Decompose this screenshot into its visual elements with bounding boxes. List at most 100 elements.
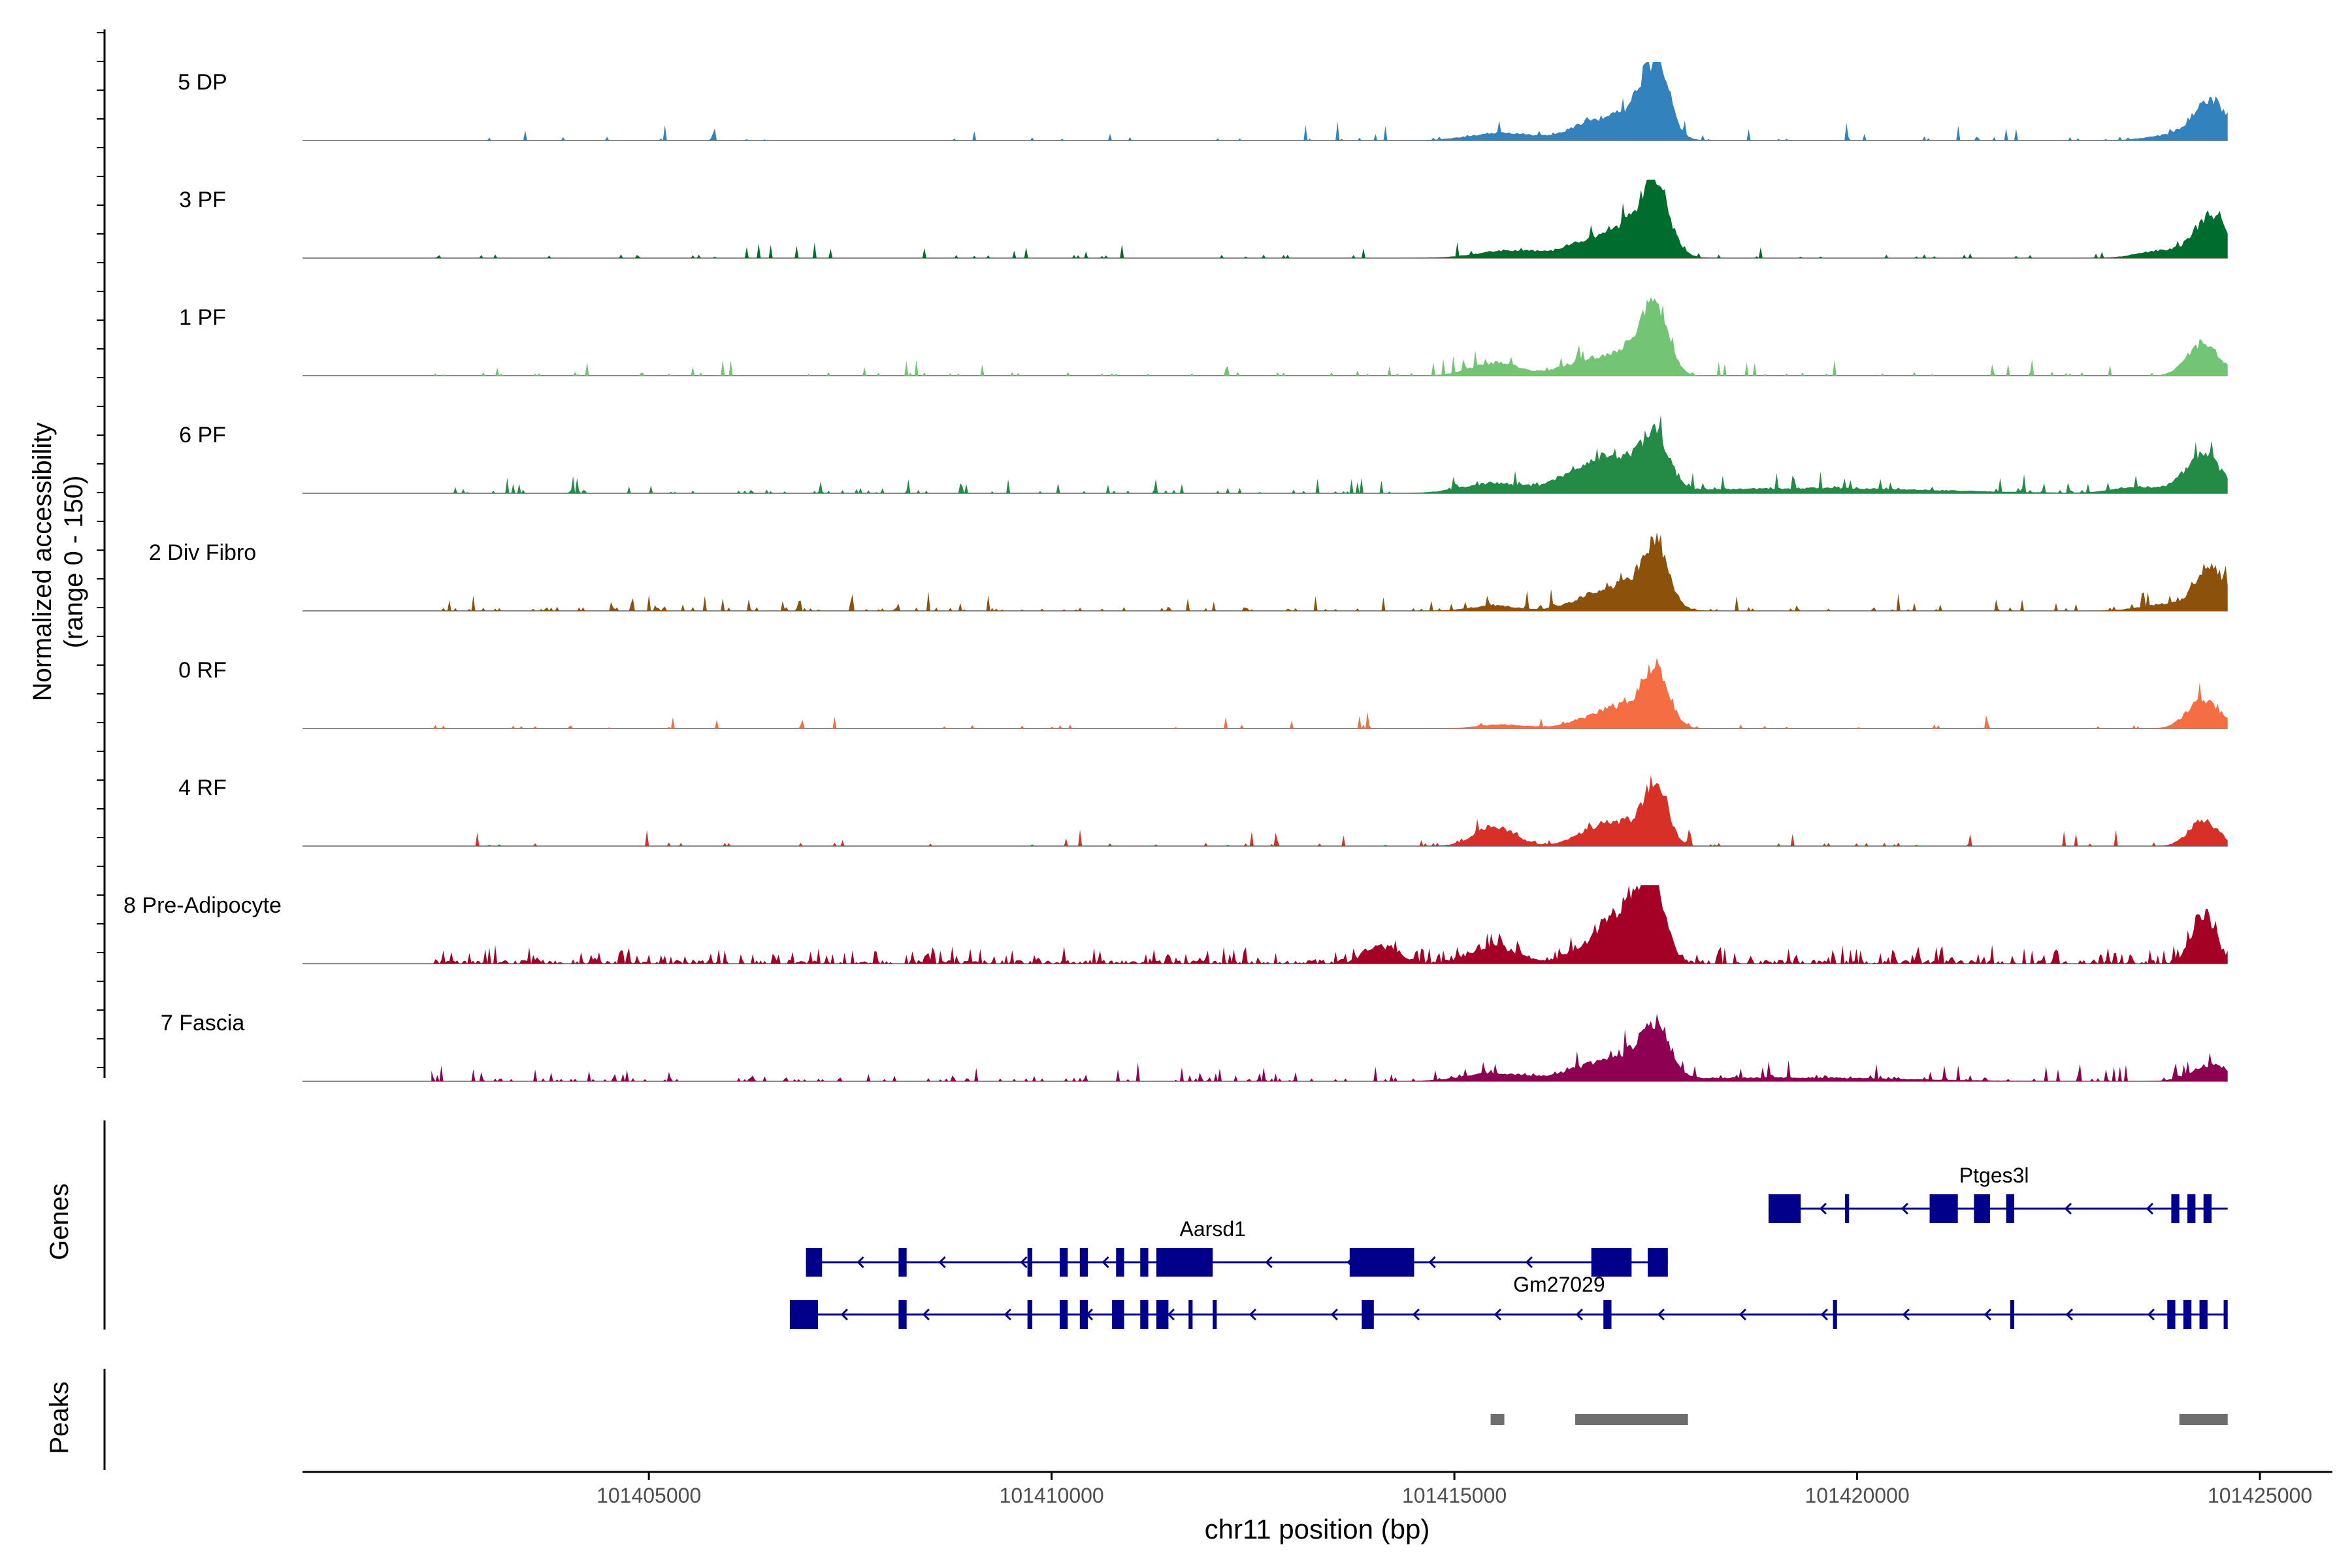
- strand-arrow: [1739, 1308, 1746, 1321]
- strand-arrow: [1020, 1256, 1028, 1269]
- exon: [1140, 1248, 1149, 1277]
- x-axis-ticks: 101405000 101410000 101415000 101420000 1014…: [596, 1472, 2312, 1507]
- x-axis-label: chr11 position (bp): [1205, 1514, 1430, 1544]
- gene-Gm27029: Gm27029: [1474, 1248, 1668, 1296]
- track-label: 8 Pre-Adipocyte: [123, 893, 282, 918]
- exon: [1648, 1248, 1668, 1277]
- exon: [1079, 1300, 1088, 1329]
- exon: [1833, 1300, 1837, 1329]
- exon: [1079, 1248, 1088, 1277]
- strand-arrow: [2146, 1202, 2154, 1215]
- exon: [1974, 1194, 1991, 1223]
- strand-arrow: [1102, 1256, 1109, 1269]
- strand-arrow: [1330, 1308, 1338, 1321]
- exon: [1140, 1300, 1149, 1329]
- gene-name-label: Gm27029: [1513, 1273, 1605, 1296]
- exon: [1027, 1248, 1033, 1277]
- x-tick-label: 101405000: [596, 1484, 701, 1507]
- gene-name-label: Ptges3l: [1959, 1164, 2029, 1187]
- exon: [898, 1248, 907, 1277]
- peak-region: [1575, 1414, 1688, 1425]
- strand-arrow: [1575, 1308, 1583, 1321]
- exon: [1059, 1248, 1068, 1277]
- track-label: 6 PF: [179, 423, 226, 448]
- gene-models: Ptges3l Aarsd1 Gm27029: [789, 1164, 2228, 1329]
- gene-transcript-3: [789, 1300, 2228, 1329]
- exon: [2183, 1300, 2192, 1329]
- exon: [2167, 1300, 2176, 1329]
- coverage-tracks: 5 DP 3 PF 1 PF 6 PF 2 Div Fibro 0 RF 4 RF 8 Pre…: [123, 62, 2228, 1082]
- strand-arrow: [1525, 1256, 1533, 1269]
- x-tick-label: 101410000: [1000, 1484, 1104, 1507]
- y-axis-label-line2: (range 0 - 150): [59, 476, 88, 649]
- exon: [2203, 1194, 2212, 1223]
- track-label: 3 PF: [179, 188, 226, 212]
- strand-arrow: [1819, 1202, 1827, 1215]
- exon: [1213, 1300, 1217, 1329]
- exon: [1845, 1194, 1850, 1223]
- exon: [898, 1300, 907, 1329]
- strand-arrow: [1820, 1308, 1828, 1321]
- peak-regions: [1490, 1414, 2228, 1425]
- strand-arrow: [1004, 1308, 1011, 1321]
- strand-arrow: [2147, 1308, 2155, 1321]
- strand-arrow: [1265, 1256, 1273, 1269]
- exon: [1349, 1248, 1414, 1277]
- exon: [2223, 1300, 2228, 1329]
- exon: [1156, 1248, 1213, 1277]
- exon: [2199, 1300, 2208, 1329]
- exon: [789, 1300, 819, 1329]
- exon: [2171, 1194, 2180, 1223]
- track-label: 0 RF: [178, 658, 227, 683]
- exon: [2006, 1194, 2014, 1223]
- strand-arrow: [2065, 1308, 2073, 1321]
- strand-arrow: [840, 1308, 848, 1321]
- track-label: 7 Fascia: [161, 1011, 245, 1036]
- exon: [1188, 1300, 1193, 1329]
- gene-Aarsd1: Aarsd1: [806, 1217, 1475, 1277]
- strand-arrow: [922, 1308, 930, 1321]
- exon: [2187, 1194, 2196, 1223]
- strand-arrow: [857, 1256, 864, 1269]
- peak-region: [2179, 1414, 2228, 1425]
- peak-region: [1490, 1414, 1505, 1425]
- exon: [1768, 1194, 1801, 1223]
- strand-arrow: [1657, 1308, 1665, 1321]
- genes-panel-label: Genes: [45, 1183, 74, 1260]
- strand-arrow: [938, 1256, 946, 1269]
- track-4: 2 Div Fibro: [149, 532, 2228, 612]
- exon: [1112, 1300, 1124, 1329]
- track-label: 1 PF: [179, 305, 226, 330]
- track-label: 2 Div Fibro: [149, 540, 256, 565]
- exon: [1603, 1300, 1612, 1329]
- strand-arrow: [2064, 1202, 2072, 1215]
- gene-Ptges3l: Ptges3l: [1768, 1164, 2228, 1223]
- track-label: 4 RF: [178, 776, 227, 800]
- strand-arrow: [1428, 1256, 1436, 1269]
- strand-arrow: [1412, 1308, 1420, 1321]
- exon: [2010, 1300, 2014, 1329]
- track-7: 8 Pre-Adipocyte: [123, 885, 2228, 964]
- exon: [1116, 1248, 1124, 1277]
- track-5: 0 RF: [178, 657, 2228, 729]
- track-0: 5 DP: [178, 62, 2228, 141]
- track-label: 5 DP: [178, 70, 227, 95]
- coverage-y-ticks: [97, 32, 105, 1068]
- exon: [1156, 1300, 1169, 1329]
- exon: [1929, 1194, 1958, 1223]
- x-tick-label: 101420000: [1805, 1484, 1909, 1507]
- exon: [1362, 1300, 1374, 1329]
- y-axis-label-line1: Normalized accessibility: [28, 423, 57, 702]
- exon: [1591, 1248, 1632, 1277]
- exon: [1059, 1300, 1068, 1329]
- track-8: 7 Fascia: [161, 1011, 2228, 1082]
- track-1: 3 PF: [179, 180, 2228, 259]
- x-tick-label: 101425000: [2208, 1484, 2312, 1507]
- track-2: 1 PF: [179, 297, 2228, 376]
- track-signal-area: [431, 532, 2228, 611]
- strand-arrow: [1494, 1308, 1501, 1321]
- peaks-panel-label: Peaks: [45, 1381, 74, 1454]
- strand-arrow: [1901, 1202, 1909, 1215]
- gene-name-label: Aarsd1: [1180, 1217, 1246, 1241]
